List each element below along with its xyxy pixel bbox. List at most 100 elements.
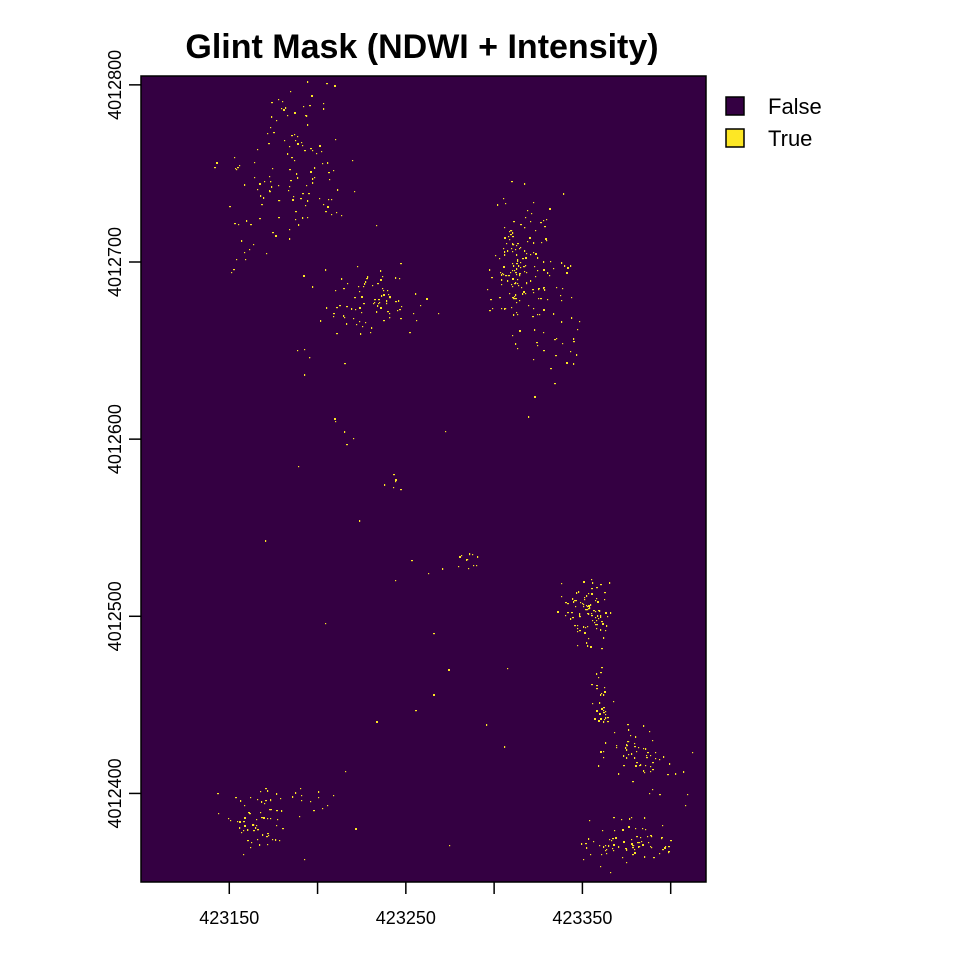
true-pixel	[576, 592, 578, 594]
true-pixel	[639, 846, 641, 848]
true-pixel	[339, 305, 341, 307]
true-pixel	[561, 321, 563, 323]
true-pixel	[683, 771, 685, 773]
true-pixel	[565, 602, 567, 604]
true-pixel	[314, 177, 316, 179]
true-pixel	[643, 748, 645, 750]
true-pixel	[525, 265, 527, 267]
true-pixel	[605, 850, 607, 852]
true-pixel	[650, 835, 652, 837]
true-pixel	[634, 746, 636, 748]
true-pixel	[591, 613, 593, 615]
true-pixel	[642, 828, 644, 830]
true-pixel	[243, 854, 245, 856]
true-pixel	[570, 265, 572, 267]
true-pixel	[300, 788, 302, 790]
true-pixel	[399, 309, 401, 311]
true-pixel	[543, 261, 545, 263]
true-pixel	[467, 559, 469, 561]
x-tick-label: 423350	[552, 908, 612, 928]
true-pixel	[377, 305, 379, 307]
true-pixel	[650, 755, 652, 757]
true-pixel	[632, 781, 634, 783]
true-pixel	[501, 274, 503, 276]
true-pixel	[384, 484, 386, 486]
chart-title: Glint Mask (NDWI + Intensity)	[185, 28, 658, 66]
true-pixel	[614, 830, 616, 832]
true-pixel	[501, 279, 503, 281]
true-pixel	[359, 291, 361, 293]
true-pixel	[583, 626, 585, 628]
true-pixel	[535, 276, 537, 278]
true-pixel	[546, 219, 548, 221]
true-pixel	[302, 145, 304, 147]
true-pixel	[345, 771, 347, 773]
true-pixel	[257, 799, 259, 801]
true-pixel	[550, 368, 552, 370]
true-pixel	[598, 677, 600, 679]
true-pixel	[575, 600, 577, 602]
true-pixel	[616, 747, 618, 749]
true-pixel	[586, 595, 588, 597]
true-pixel	[371, 327, 373, 329]
true-pixel	[230, 820, 232, 822]
true-pixel	[591, 615, 593, 617]
true-pixel	[647, 752, 649, 754]
true-pixel-layer	[214, 81, 694, 874]
true-pixel	[305, 205, 307, 207]
true-pixel	[335, 421, 337, 423]
true-pixel	[304, 349, 306, 351]
true-pixel	[289, 229, 291, 231]
true-pixel	[591, 684, 593, 686]
true-pixel	[675, 773, 677, 775]
true-pixel	[239, 165, 241, 167]
true-pixel	[278, 217, 280, 219]
true-pixel	[509, 239, 511, 241]
true-pixel	[607, 616, 609, 618]
true-pixel	[289, 238, 291, 240]
true-pixel	[613, 850, 615, 852]
true-pixel	[533, 292, 535, 294]
true-pixel	[362, 326, 364, 328]
true-pixel	[359, 520, 361, 522]
true-pixel	[301, 142, 303, 144]
true-pixel	[579, 321, 581, 323]
true-pixel	[492, 308, 494, 310]
true-pixel	[599, 702, 601, 704]
true-pixel	[593, 841, 595, 843]
true-pixel	[573, 341, 575, 343]
true-pixel	[649, 793, 651, 795]
true-pixel	[298, 224, 300, 226]
true-pixel	[646, 755, 648, 757]
true-pixel	[526, 272, 528, 274]
true-pixel	[536, 342, 538, 344]
true-pixel	[395, 481, 397, 483]
true-pixel	[601, 621, 603, 623]
true-pixel	[519, 248, 521, 250]
true-pixel	[491, 277, 493, 279]
true-pixel	[337, 189, 339, 191]
true-pixel	[638, 846, 640, 848]
true-pixel	[547, 272, 549, 274]
true-pixel	[502, 273, 504, 275]
true-pixel	[250, 847, 252, 849]
true-pixel	[380, 279, 382, 281]
true-pixel	[530, 254, 532, 256]
true-pixel	[238, 224, 240, 226]
true-pixel	[246, 220, 248, 222]
true-pixel	[533, 242, 535, 244]
true-pixel	[600, 584, 602, 586]
true-pixel	[260, 812, 262, 814]
true-pixel	[526, 253, 528, 255]
true-pixel	[626, 749, 628, 751]
true-pixel	[289, 146, 291, 148]
true-pixel	[383, 290, 385, 292]
true-pixel	[278, 200, 280, 202]
true-pixel	[576, 354, 578, 356]
true-pixel	[395, 301, 397, 303]
true-pixel	[596, 587, 598, 589]
true-pixel	[610, 612, 612, 614]
true-pixel	[597, 601, 599, 603]
true-pixel	[594, 622, 596, 624]
true-pixel	[325, 623, 327, 625]
